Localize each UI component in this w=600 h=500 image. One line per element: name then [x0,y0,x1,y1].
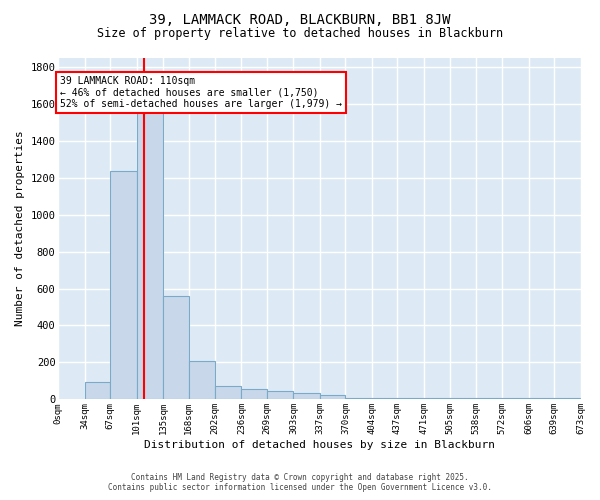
Bar [137,96,163,400]
Bar [163,296,188,400]
Bar [85,382,110,400]
Bar [529,398,554,400]
Bar [241,390,267,400]
Bar [502,398,529,400]
Bar [476,398,502,400]
Bar [346,398,372,400]
Bar [293,393,320,400]
Text: Size of property relative to detached houses in Blackburn: Size of property relative to detached ho… [97,28,503,40]
Bar [215,386,241,400]
Text: 39 LAMMACK ROAD: 110sqm
← 46% of detached houses are smaller (1,750)
52% of semi: 39 LAMMACK ROAD: 110sqm ← 46% of detache… [60,76,342,109]
Bar [188,360,215,400]
Text: Contains HM Land Registry data © Crown copyright and database right 2025.
Contai: Contains HM Land Registry data © Crown c… [108,473,492,492]
X-axis label: Distribution of detached houses by size in Blackburn: Distribution of detached houses by size … [144,440,495,450]
Bar [397,398,424,400]
Bar [372,398,397,400]
Bar [424,398,450,400]
Bar [554,398,580,400]
Bar [110,171,137,400]
Bar [320,395,346,400]
Y-axis label: Number of detached properties: Number of detached properties [15,130,25,326]
Bar [450,398,476,400]
Bar [267,391,293,400]
Text: 39, LAMMACK ROAD, BLACKBURN, BB1 8JW: 39, LAMMACK ROAD, BLACKBURN, BB1 8JW [149,12,451,26]
